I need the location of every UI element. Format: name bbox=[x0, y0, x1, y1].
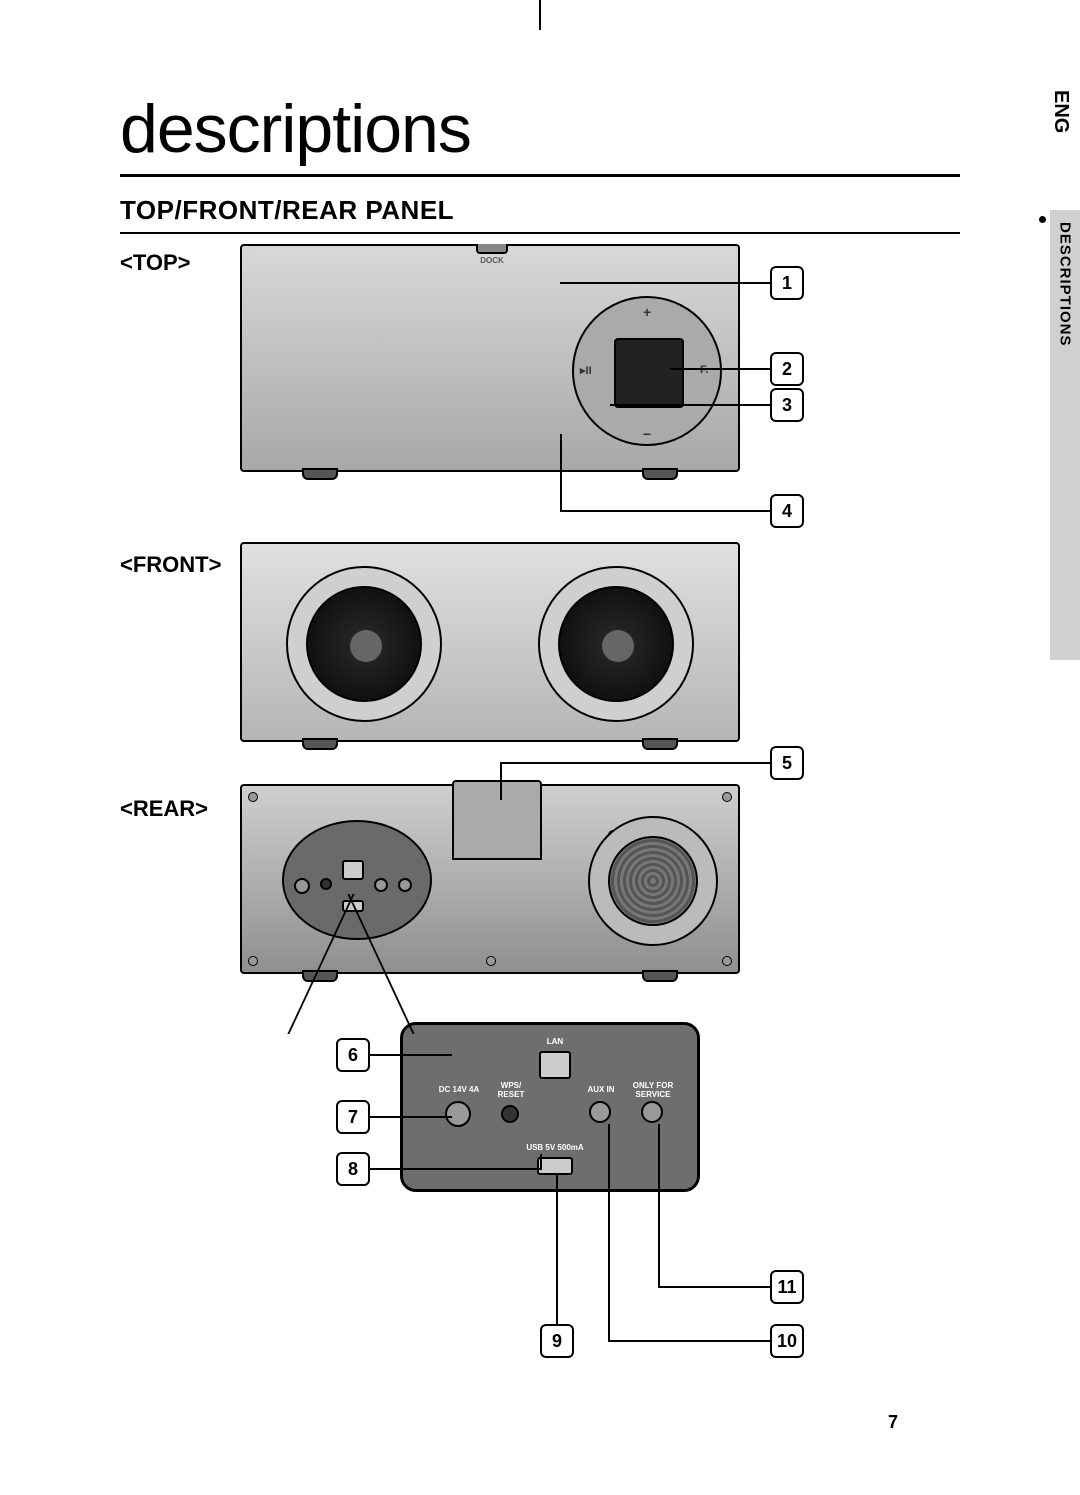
language-tab: ENG bbox=[1049, 90, 1072, 133]
screw-icon bbox=[248, 792, 258, 802]
callout-4: 4 bbox=[770, 494, 804, 528]
callout-line bbox=[556, 1174, 558, 1324]
port-service-icon bbox=[398, 878, 412, 892]
side-bullet-icon bbox=[1039, 216, 1046, 223]
port-panel-zoom: LAN DC 14V 4A WPS/ RESET AUX IN ONLY FOR… bbox=[400, 1022, 700, 1192]
callout-line bbox=[500, 762, 770, 764]
usb-label: USB 5V 500mA bbox=[513, 1143, 597, 1152]
control-display bbox=[614, 338, 684, 408]
callout-3: 3 bbox=[770, 388, 804, 422]
callout-9: 9 bbox=[540, 1324, 574, 1358]
lan-port-icon bbox=[539, 1051, 571, 1079]
callout-10: 10 bbox=[770, 1324, 804, 1358]
rear-view-label: <REAR> bbox=[120, 796, 208, 822]
wps-label: WPS/ RESET bbox=[491, 1081, 531, 1099]
device-foot bbox=[302, 738, 338, 750]
port-wps-icon bbox=[320, 878, 332, 890]
device-foot bbox=[642, 738, 678, 750]
callout-line bbox=[608, 1340, 770, 1342]
callout-line bbox=[560, 434, 562, 510]
device-front-view bbox=[240, 542, 740, 742]
function-label: F. bbox=[700, 364, 709, 376]
callout-8: 8 bbox=[336, 1152, 370, 1186]
callout-5: 5 bbox=[770, 746, 804, 780]
device-top-view: DOCK + − ▸II F. bbox=[240, 244, 740, 472]
page-number: 7 bbox=[888, 1412, 898, 1433]
section-rule bbox=[120, 232, 960, 234]
section-heading: TOP/FRONT/REAR PANEL bbox=[120, 195, 960, 226]
volume-up-icon: + bbox=[643, 304, 651, 320]
callout-2: 2 bbox=[770, 352, 804, 386]
speaker-right bbox=[538, 566, 694, 722]
speaker-dustcap bbox=[350, 630, 382, 662]
device-foot bbox=[642, 468, 678, 480]
port-dc-icon bbox=[294, 878, 310, 894]
top-view-label: <TOP> bbox=[120, 250, 191, 276]
page-content: descriptions TOP/FRONT/REAR PANEL <TOP> … bbox=[120, 90, 960, 1414]
section-tab-label: DESCRIPTIONS bbox=[1057, 222, 1074, 347]
device-foot bbox=[642, 970, 678, 982]
wps-port-icon bbox=[501, 1105, 519, 1123]
control-dial: + − ▸II F. bbox=[572, 296, 722, 446]
device-foot bbox=[302, 468, 338, 480]
port-lan-icon bbox=[342, 860, 364, 880]
play-pause-icon: ▸II bbox=[580, 364, 592, 377]
callout-line bbox=[658, 1124, 660, 1286]
dock-label: DOCK bbox=[474, 256, 510, 265]
port-aux-icon bbox=[374, 878, 388, 892]
dc-label: DC 14V 4A bbox=[431, 1085, 487, 1094]
callout-line bbox=[608, 1124, 610, 1340]
service-label: ONLY FOR SERVICE bbox=[625, 1081, 681, 1099]
screw-icon bbox=[722, 956, 732, 966]
callout-line bbox=[560, 510, 770, 512]
dock-bay bbox=[452, 780, 542, 860]
aux-port-icon bbox=[589, 1101, 611, 1123]
lan-label: LAN bbox=[535, 1037, 575, 1046]
speaker-left bbox=[286, 566, 442, 722]
screw-icon bbox=[248, 956, 258, 966]
callout-line bbox=[500, 762, 502, 800]
callout-line bbox=[560, 282, 770, 284]
callout-line bbox=[370, 1116, 452, 1118]
crop-mark-top bbox=[0, 0, 1080, 40]
dock-indicator-icon bbox=[476, 244, 508, 254]
screw-icon bbox=[486, 956, 496, 966]
section-tab: DESCRIPTIONS bbox=[1050, 210, 1080, 660]
callout-7: 7 bbox=[336, 1100, 370, 1134]
callout-11: 11 bbox=[770, 1270, 804, 1304]
rear-port-recess bbox=[282, 820, 432, 940]
usb-port-icon bbox=[537, 1157, 573, 1175]
callout-1: 1 bbox=[770, 266, 804, 300]
callout-6: 6 bbox=[336, 1038, 370, 1072]
title-rule bbox=[120, 174, 960, 177]
diagram-area: <TOP> DOCK + − ▸II F. 1 2 3 4 <FRONT> bbox=[120, 244, 960, 1414]
service-port-icon bbox=[641, 1101, 663, 1123]
speaker-cone bbox=[306, 586, 422, 702]
page-title: descriptions bbox=[120, 90, 960, 168]
device-rear-view bbox=[240, 784, 740, 974]
speaker-cone bbox=[558, 586, 674, 702]
front-view-label: <FRONT> bbox=[120, 552, 221, 578]
passive-radiator bbox=[588, 816, 718, 946]
radiator-cone bbox=[608, 836, 698, 926]
callout-line bbox=[610, 404, 770, 406]
callout-line bbox=[540, 1154, 542, 1170]
volume-down-icon: − bbox=[643, 426, 651, 442]
screw-icon bbox=[722, 792, 732, 802]
dc-port-icon bbox=[445, 1101, 471, 1127]
device-foot bbox=[302, 970, 338, 982]
callout-line bbox=[370, 1168, 540, 1170]
callout-line bbox=[658, 1286, 770, 1288]
callout-line bbox=[670, 368, 770, 370]
callout-line bbox=[370, 1054, 452, 1056]
aux-label: AUX IN bbox=[581, 1085, 621, 1094]
speaker-dustcap bbox=[602, 630, 634, 662]
